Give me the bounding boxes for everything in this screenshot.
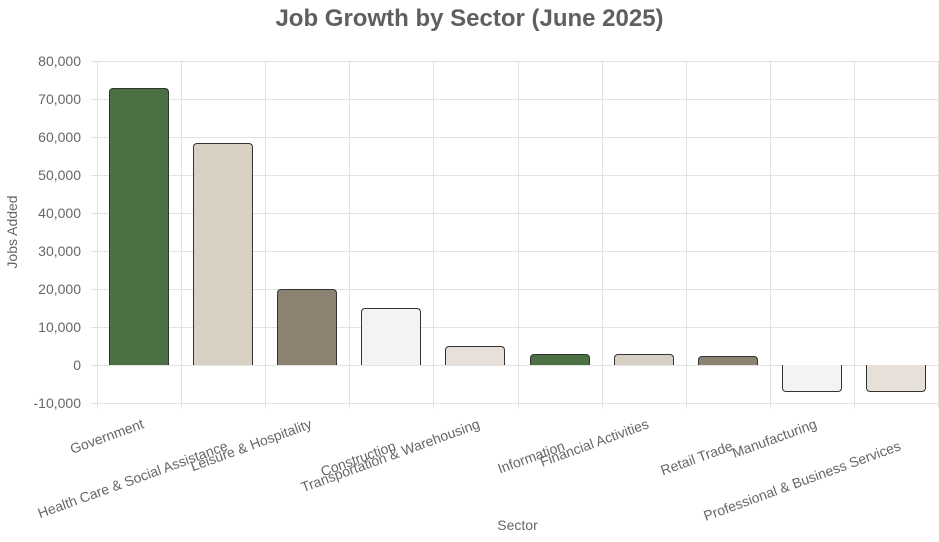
- grid-line-vertical: [97, 61, 98, 409]
- bar-construction[interactable]: [361, 308, 422, 365]
- grid-line-vertical: [685, 61, 687, 409]
- bar-financial-activities[interactable]: [613, 353, 674, 365]
- y-tick-label: 0: [73, 357, 81, 373]
- x-tick-label: Health Care & Social Assistance: [35, 437, 230, 522]
- bar-professional-business-services[interactable]: [865, 365, 926, 392]
- bar-retail-trade[interactable]: [697, 355, 758, 365]
- grid-line-horizontal: [91, 327, 938, 328]
- bar-leisure-hospitality[interactable]: [277, 289, 338, 365]
- y-axis-label: Jobs Added: [4, 195, 20, 269]
- grid-line-horizontal: [91, 99, 938, 100]
- y-tick-label: 50,000: [38, 167, 81, 183]
- grid-line-vertical: [265, 61, 267, 409]
- bar-manufacturing[interactable]: [781, 365, 842, 392]
- grid-line-horizontal: [91, 213, 938, 214]
- y-tick-label: 10,000: [38, 319, 81, 335]
- bar-information[interactable]: [529, 353, 590, 365]
- grid-line-vertical: [853, 61, 855, 409]
- grid-line-horizontal: [91, 175, 938, 176]
- grid-line-horizontal: [91, 251, 938, 252]
- y-tick-label: 40,000: [38, 205, 81, 221]
- y-tick-label: 30,000: [38, 243, 81, 259]
- chart-title: Job Growth by Sector (June 2025): [275, 5, 664, 32]
- grid-line-vertical: [433, 61, 435, 409]
- x-tick-label: Government: [67, 415, 146, 457]
- y-tick-label: 80,000: [38, 53, 81, 69]
- bar-government[interactable]: [109, 87, 170, 365]
- y-tick-label: -10,000: [33, 395, 81, 411]
- grid-line-vertical: [601, 61, 603, 409]
- y-tick-label: 20,000: [38, 281, 81, 297]
- grid-line-horizontal: [91, 137, 938, 138]
- grid-line-vertical: [517, 61, 519, 409]
- grid-line-horizontal: [91, 61, 938, 62]
- x-tick-label: Retail Trade: [658, 437, 735, 479]
- plot-area: [91, 61, 939, 409]
- grid-line-vertical: [769, 61, 771, 409]
- x-axis-label: Sector: [497, 517, 538, 533]
- x-tick-label: Manufacturing: [729, 415, 819, 461]
- bar-transportation-warehousing[interactable]: [445, 346, 506, 365]
- bar-health-care-social-assistance[interactable]: [193, 142, 254, 365]
- y-tick-label: 70,000: [38, 91, 81, 107]
- grid-line-horizontal: [91, 365, 938, 366]
- grid-line-vertical: [349, 61, 351, 409]
- x-tick-label: Transportation & Warehousing: [299, 415, 483, 496]
- grid-line-vertical: [181, 61, 183, 409]
- grid-line-horizontal: [91, 403, 938, 404]
- grid-line-horizontal: [91, 289, 938, 290]
- y-tick-label: 60,000: [38, 129, 81, 145]
